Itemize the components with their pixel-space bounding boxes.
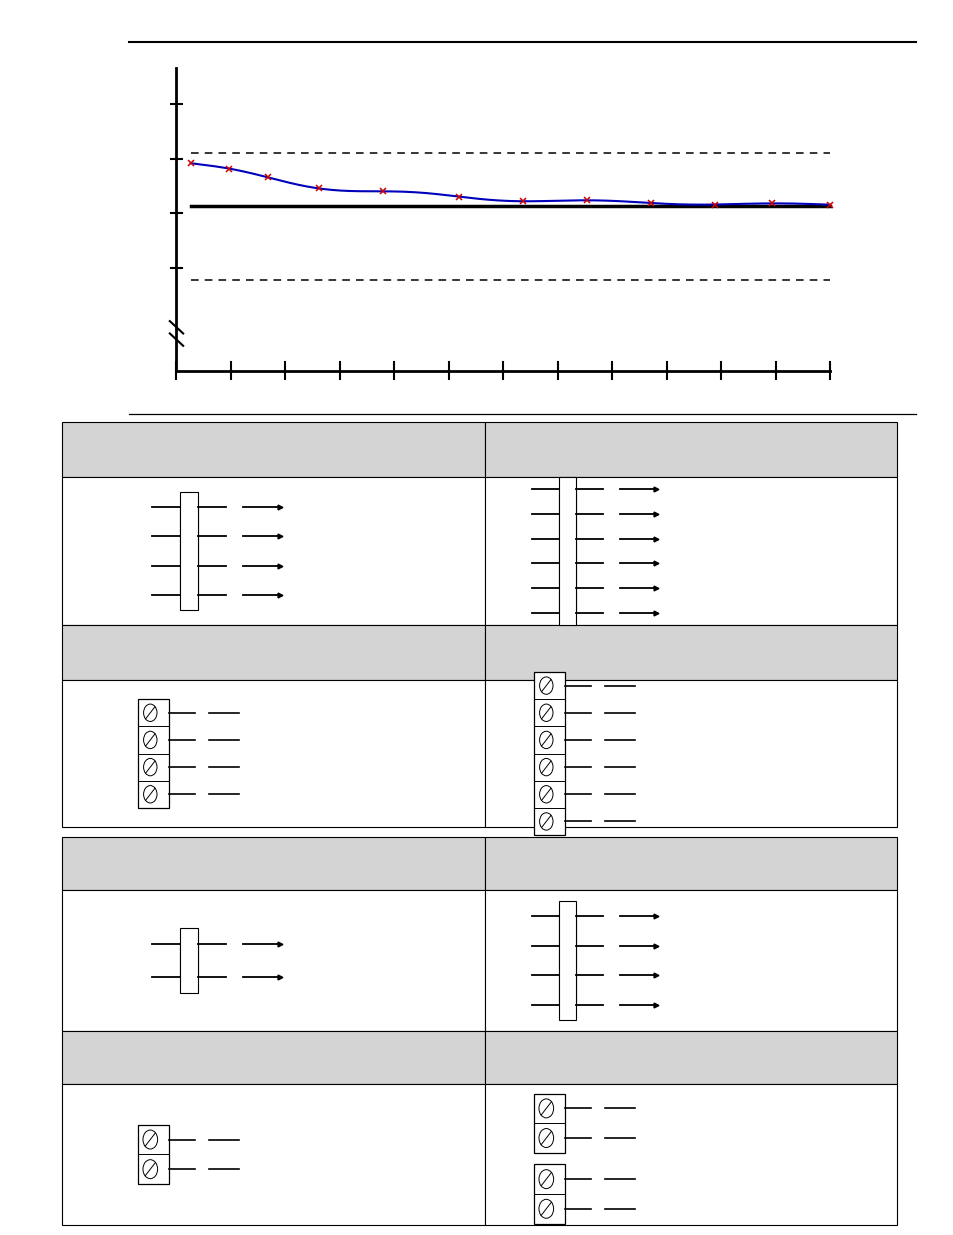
- Bar: [484, 889, 896, 1031]
- Bar: [558, 902, 576, 1020]
- Bar: [484, 1031, 896, 1083]
- Bar: [62, 477, 484, 625]
- Bar: [138, 1125, 169, 1184]
- Bar: [534, 1165, 564, 1224]
- Bar: [138, 699, 169, 808]
- Bar: [558, 489, 576, 613]
- Bar: [484, 1083, 896, 1225]
- Bar: [558, 915, 576, 1005]
- Bar: [484, 679, 896, 827]
- Bar: [62, 679, 484, 827]
- Bar: [62, 422, 484, 477]
- Bar: [484, 422, 896, 477]
- Bar: [62, 837, 484, 889]
- Bar: [62, 1083, 484, 1225]
- Bar: [62, 1031, 484, 1083]
- Bar: [180, 929, 197, 993]
- Bar: [180, 492, 197, 610]
- Bar: [180, 506, 197, 595]
- Bar: [534, 672, 564, 835]
- Bar: [484, 837, 896, 889]
- Bar: [62, 625, 484, 679]
- Bar: [484, 625, 896, 679]
- Bar: [558, 477, 576, 625]
- Bar: [534, 1093, 564, 1152]
- Bar: [62, 889, 484, 1031]
- Bar: [180, 944, 197, 977]
- Bar: [484, 477, 896, 625]
